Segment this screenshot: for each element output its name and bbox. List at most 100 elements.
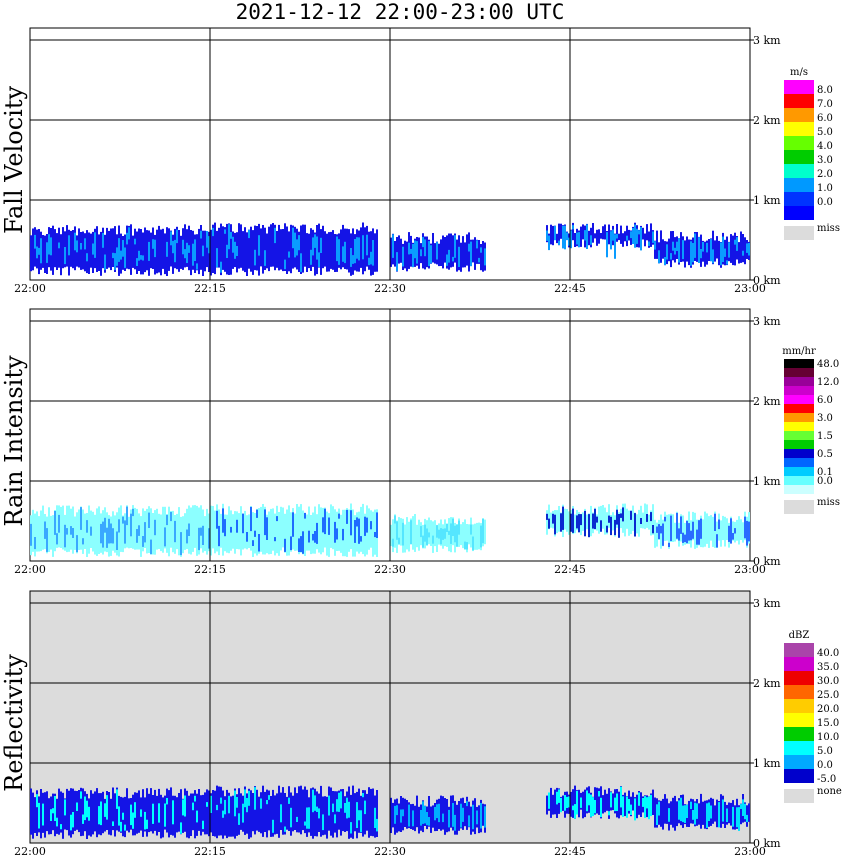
echo-segment xyxy=(210,785,378,839)
legend-swatch xyxy=(784,192,814,206)
legend-label: 3.0 xyxy=(817,413,833,424)
y-tick-label: 0 km xyxy=(753,837,781,850)
legend-swatch xyxy=(784,485,814,494)
legend-swatch xyxy=(784,108,814,122)
echo-segment xyxy=(546,785,654,821)
panel-reflectivity: 0 km 1 km 2 km 3 km 22:00 22:15 22:30 22:45 23:0… xyxy=(0,590,842,858)
x-tick-label: 23:00 xyxy=(734,845,766,858)
legend-swatch xyxy=(784,150,814,164)
echo-cells xyxy=(30,503,750,557)
echo-segment xyxy=(30,224,210,276)
legend-swatch xyxy=(784,80,814,94)
legend-missing-swatch xyxy=(784,789,814,803)
legend-swatch xyxy=(784,377,814,386)
legend-swatch xyxy=(784,431,814,440)
legend-label: 20.0 xyxy=(817,704,839,715)
legend-swatch xyxy=(784,727,814,741)
panel-ylabel: Fall Velocity xyxy=(0,86,28,235)
legend-label: 3.0 xyxy=(817,155,833,166)
echo-segment xyxy=(546,222,654,259)
legend-label: 5.0 xyxy=(817,746,833,757)
y-tick-label: 1 km xyxy=(753,194,781,207)
legend-swatch xyxy=(784,368,814,377)
legend-label: 30.0 xyxy=(817,676,839,687)
x-tick-label: 22:15 xyxy=(194,282,226,295)
x-tick-label: 22:15 xyxy=(194,845,226,858)
x-tick-label: 22:30 xyxy=(374,282,406,295)
legend-label: 0.1 xyxy=(817,467,833,478)
legend-label: 48.0 xyxy=(817,359,839,370)
legend-unit: mm/hr xyxy=(782,346,816,357)
legend-label: 0.0 xyxy=(817,197,833,208)
legend-label: 10.0 xyxy=(817,732,839,743)
y-tick-label: 3 km xyxy=(753,315,781,328)
echo-segment xyxy=(654,230,750,268)
legend-label: 15.0 xyxy=(817,718,839,729)
legend-swatch xyxy=(784,94,814,108)
y-tick-label: 2 km xyxy=(753,395,781,408)
legend-swatch xyxy=(784,413,814,422)
legend-swatch xyxy=(784,685,814,699)
legend-swatch xyxy=(784,741,814,755)
panel-ylabel: Rain Intensity xyxy=(0,355,28,527)
legend-label: 35.0 xyxy=(817,662,839,673)
y-tick-label: 3 km xyxy=(753,34,781,47)
x-tick-label: 22:45 xyxy=(554,563,586,576)
legend-label: 1.5 xyxy=(817,431,833,442)
legend-swatch xyxy=(784,122,814,136)
legend-label: 1.0 xyxy=(817,183,833,194)
panel-ylabel: Reflectivity xyxy=(0,654,28,792)
x-tick-label: 22:00 xyxy=(14,563,46,576)
echo-segment xyxy=(30,505,210,557)
legend-swatch xyxy=(784,395,814,404)
x-tick-label: 22:00 xyxy=(14,282,46,295)
legend: m/s 8.0 7.0 6.0 5.0 4.0 3.0 2.0 1.0 0.0 miss xyxy=(784,67,840,240)
y-tick-label: 0 km xyxy=(753,274,781,287)
legend-swatch xyxy=(784,440,814,449)
echo-segment xyxy=(546,503,654,538)
x-tick-label: 22:15 xyxy=(194,563,226,576)
legend-label: 7.0 xyxy=(817,99,833,110)
echo-segment xyxy=(654,793,750,831)
y-tick-label: 0 km xyxy=(753,555,781,568)
legend-swatch xyxy=(784,755,814,769)
legend-swatch xyxy=(784,769,814,783)
x-tick-label: 22:45 xyxy=(554,845,586,858)
legend-label: 5.0 xyxy=(817,127,833,138)
legend-label: 0.0 xyxy=(817,476,833,487)
legend-label: 6.0 xyxy=(817,113,833,124)
legend-swatch xyxy=(784,476,814,485)
legend-label: 8.0 xyxy=(817,85,833,96)
legend-swatch xyxy=(784,671,814,685)
x-tick-label: 22:30 xyxy=(374,563,406,576)
legend-unit: dBZ xyxy=(789,630,810,641)
legend-swatch xyxy=(784,206,814,220)
legend-label: 2.0 xyxy=(817,169,833,180)
legend-missing-label: none xyxy=(817,786,842,797)
legend-swatch xyxy=(784,449,814,458)
legend-label: 12.0 xyxy=(817,377,839,388)
echo-cells xyxy=(30,222,750,276)
echo-segment xyxy=(30,787,210,839)
x-tick-label: 22:45 xyxy=(554,282,586,295)
echo-segment xyxy=(210,222,378,276)
legend-swatch xyxy=(784,359,814,368)
legend-swatch xyxy=(784,467,814,476)
legend-label: 25.0 xyxy=(817,690,839,701)
echo-segment xyxy=(390,514,486,553)
legend-swatch xyxy=(784,699,814,713)
legend-swatch xyxy=(784,422,814,431)
x-tick-label: 23:00 xyxy=(734,563,766,576)
legend-swatch xyxy=(784,178,814,192)
echo-segment xyxy=(654,511,750,549)
legend-swatch xyxy=(784,657,814,671)
legend-swatch xyxy=(784,164,814,178)
echo-segment xyxy=(390,232,486,272)
legend-swatch xyxy=(784,404,814,413)
legend-label: 40.0 xyxy=(817,648,839,659)
y-tick-label: 1 km xyxy=(753,757,781,770)
page-title: 2021-12-12 22:00-23:00 UTC xyxy=(235,0,565,24)
y-tick-label: 2 km xyxy=(753,114,781,127)
